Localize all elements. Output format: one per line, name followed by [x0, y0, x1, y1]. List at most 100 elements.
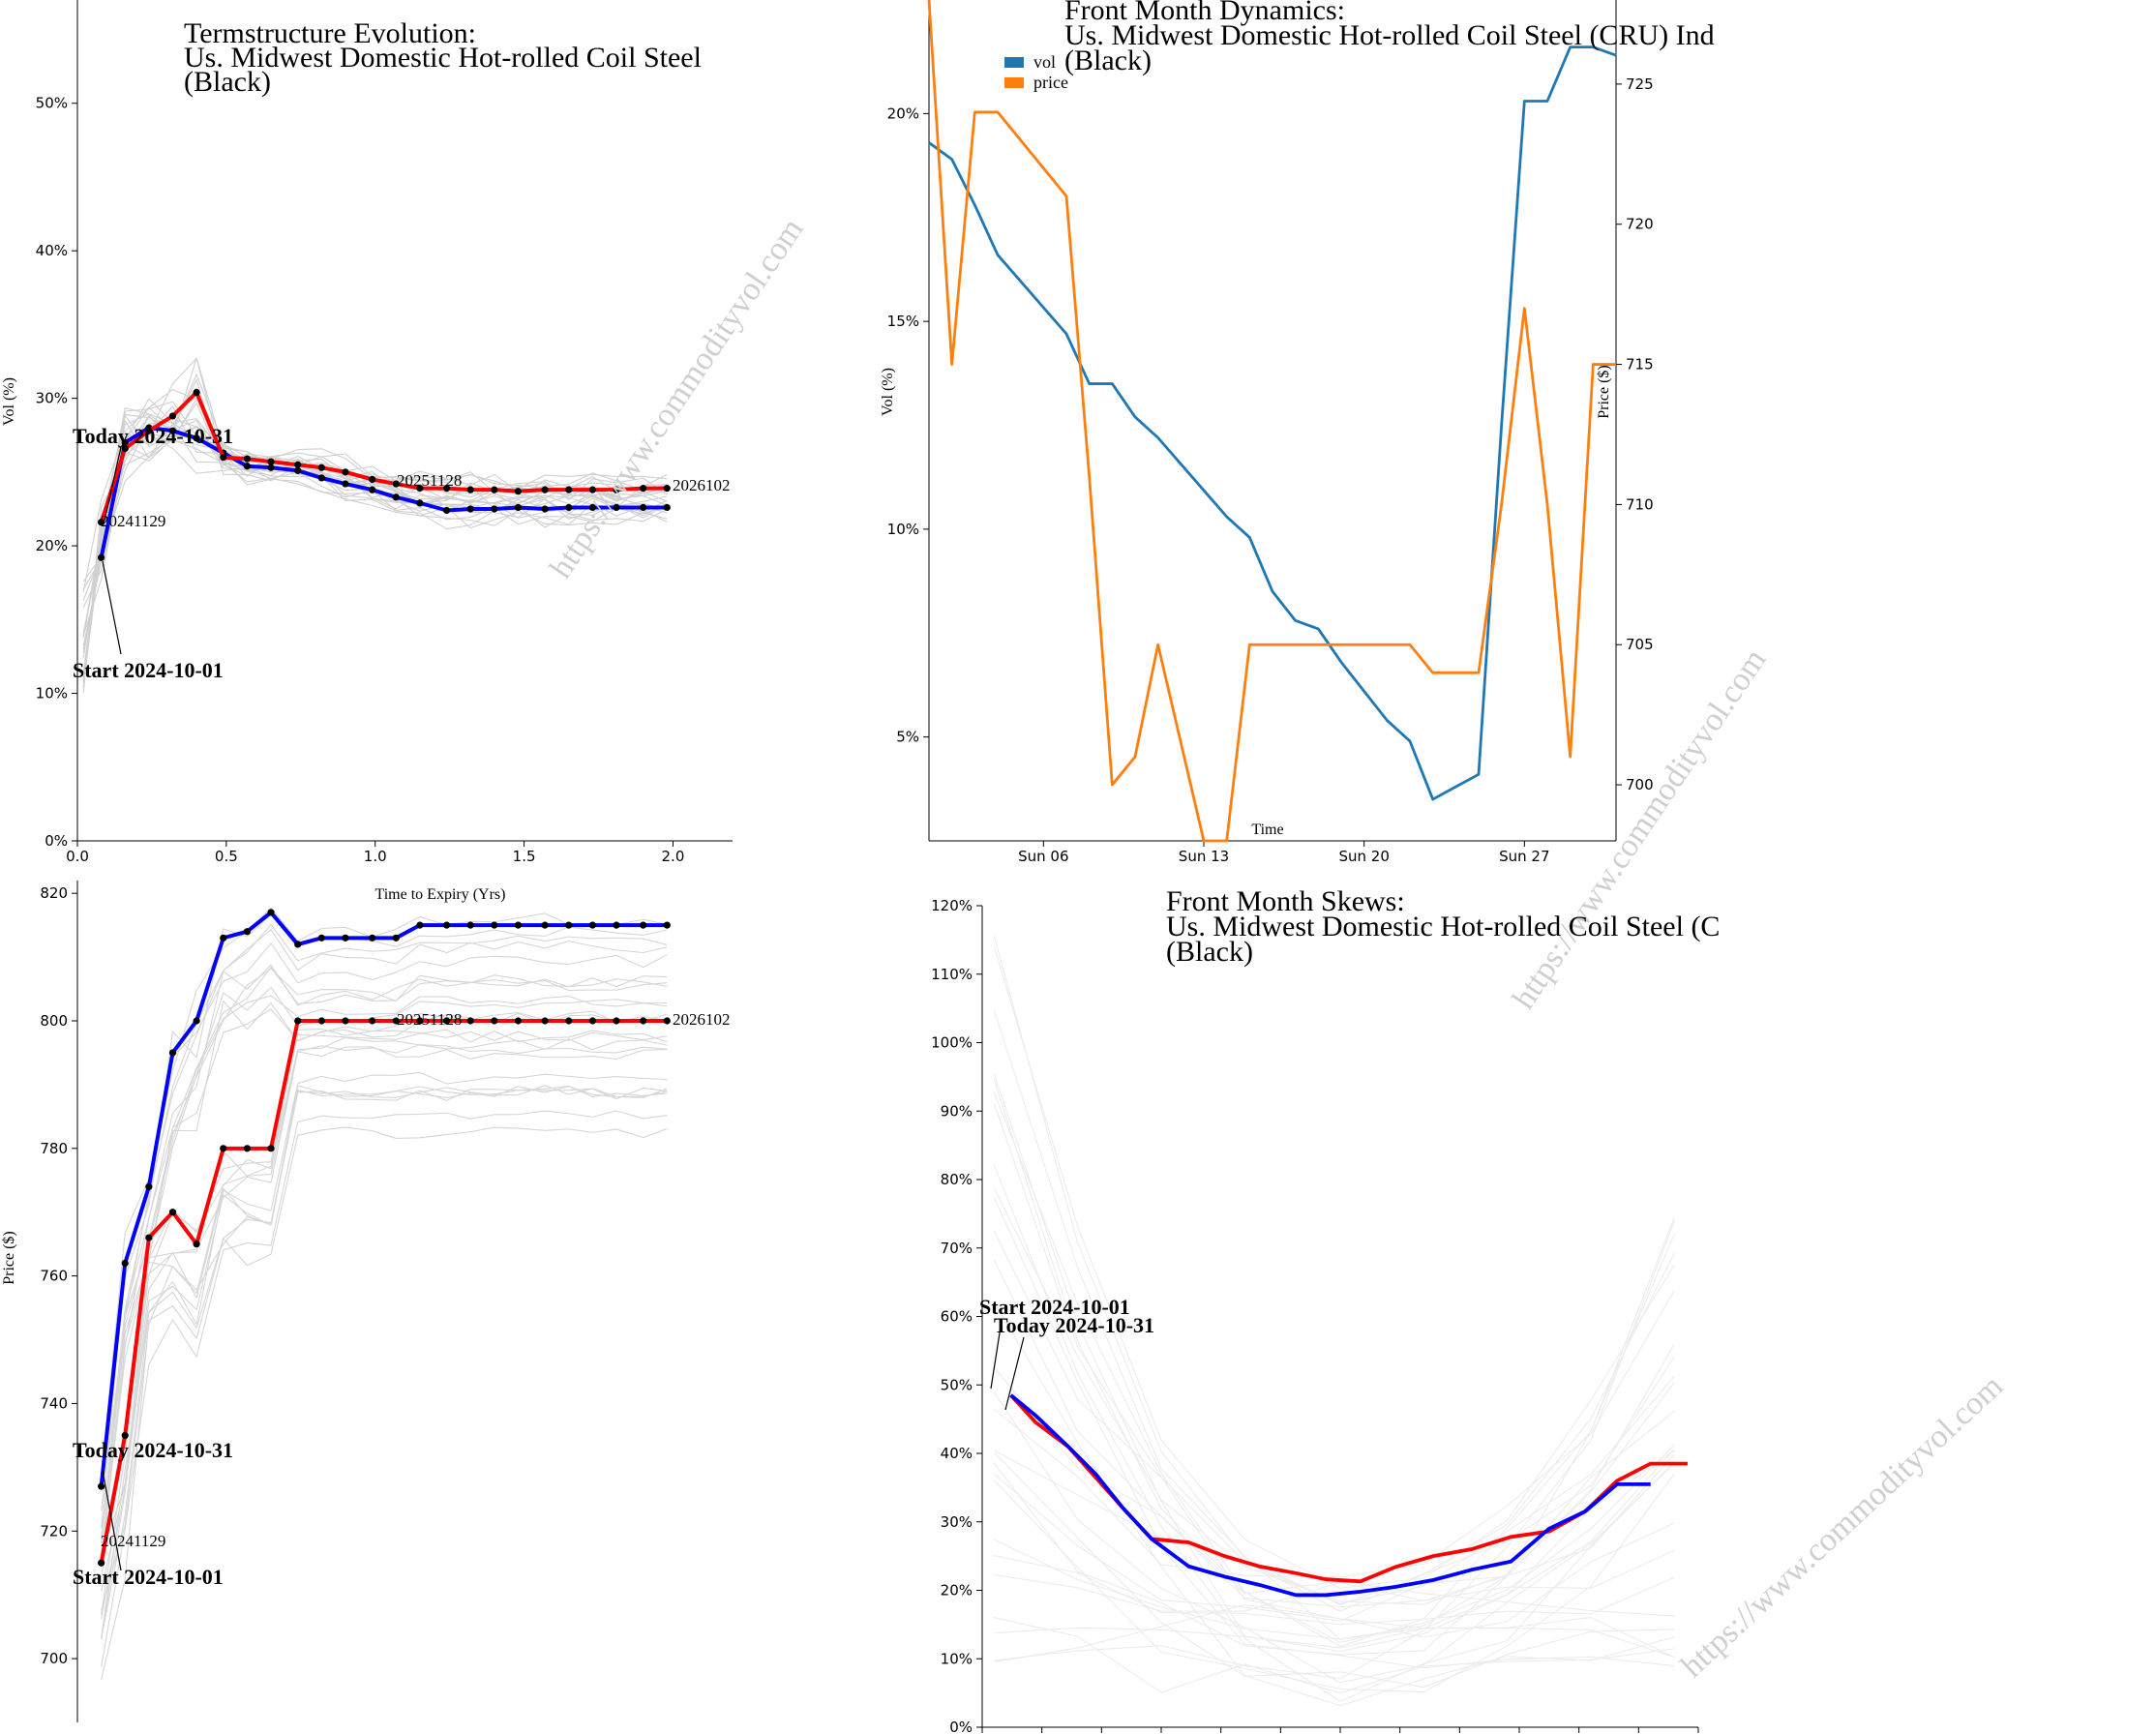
history-curve: [101, 1110, 668, 1667]
history-curve: [101, 1046, 668, 1592]
history-curve: [101, 1071, 668, 1639]
history-curve: [101, 923, 668, 1529]
x-tick-label: 1.0: [364, 848, 387, 865]
history-skew: [994, 1220, 1675, 1680]
data-point: [98, 519, 105, 526]
data-point: [613, 1017, 620, 1025]
data-point: [294, 941, 302, 948]
data-point: [565, 503, 573, 512]
data-point: [466, 505, 474, 513]
data-point: [442, 506, 451, 515]
data-point: [588, 1017, 596, 1025]
history-curves: [101, 907, 668, 1680]
history-curve: [101, 1036, 668, 1555]
y-tick-label: 740: [40, 1394, 68, 1412]
data-point: [541, 921, 549, 929]
price-term-chart: 700 720 740 760 780 800 820 Price ($) Today 20…: [1, 881, 731, 1722]
data-point: [416, 1017, 424, 1025]
y-tick-label: 70%: [941, 1240, 973, 1257]
data-point: [193, 434, 200, 442]
y-tick-label: 800: [40, 1012, 68, 1030]
today-annotation: Today 2024-10-31: [994, 1313, 1154, 1337]
y-tick-label: 725: [1626, 75, 1654, 93]
history-skew: [993, 1079, 1675, 1648]
data-point: [442, 485, 451, 493]
data-point: [243, 463, 252, 470]
data-point: [145, 1234, 153, 1241]
y-tick-label: 20%: [887, 105, 919, 122]
chart-subtitle-1: Us. Midwest Domestic Hot-rolled Coil Ste…: [1064, 19, 1715, 51]
y-ticks: 0% 10% 20% 30% 40% 50% 60% 70% 80% 90% 100% 110% 120…: [931, 897, 982, 1734]
expiry-label-first: 20241129: [101, 512, 165, 530]
start-annotation: Start 2024-10-01: [73, 658, 224, 682]
data-point: [267, 463, 275, 471]
data-point: [514, 488, 523, 495]
data-point: [392, 1017, 400, 1025]
today-annotation: Today 2024-10-31: [73, 424, 233, 448]
history-curve: [101, 1044, 668, 1615]
data-point: [369, 475, 376, 484]
y-tick-label: 820: [40, 884, 68, 902]
x-tick-label: Sun 20: [1338, 848, 1389, 865]
data-point: [613, 486, 620, 493]
history-skew: [994, 1356, 1675, 1612]
x-tick-label: Sun 27: [1499, 848, 1549, 865]
data-point: [565, 486, 573, 493]
y-tick-label: 100%: [931, 1034, 973, 1052]
y-tick-label: 10%: [36, 685, 68, 703]
y-tick-label: 710: [1626, 495, 1654, 513]
skews-chart: 0% 10% 20% 30% 40% 50% 60% 70% 80% 90% 100% 110% 120…: [931, 885, 2010, 1734]
data-point: [416, 499, 424, 507]
data-point: [294, 461, 302, 468]
history-curve: [101, 913, 668, 1487]
x-ticks: 70%75%80%85%90%95%100%105%110%115%120%12…: [981, 1727, 1699, 1733]
data-point: [491, 505, 498, 513]
y-tick-label: 780: [40, 1140, 68, 1157]
x-axis-label: Time to Expiry (Yrs): [375, 886, 506, 903]
history-curve: [82, 357, 668, 637]
x-tick-label: Sun 06: [1018, 848, 1068, 865]
history-skew: [993, 1164, 1675, 1702]
today-arrow: [104, 446, 122, 522]
chart-subtitle-1: Us. Midwest Domestic Hot-rolled Coil Ste…: [1166, 911, 1720, 942]
legend-swatch-price: [1004, 77, 1024, 88]
expiry-label-mid: 20251128: [397, 471, 462, 490]
y-tick-label: 80%: [941, 1171, 973, 1188]
data-point: [541, 505, 549, 513]
skew-series: [1009, 1393, 1688, 1598]
data-point: [416, 485, 424, 493]
data-point: [342, 468, 349, 476]
x-tick-label: Sun 13: [1179, 848, 1229, 865]
termstructure-chart: 0% 10% 20% 30% 40% 50% 0.0 0.5 1.0 1.5 2.0 Termst…: [1, 0, 811, 903]
data-point: [317, 1017, 325, 1025]
data-point: [294, 1017, 302, 1025]
data-point: [193, 1241, 200, 1248]
history-curve: [101, 1029, 668, 1552]
history-skew: [993, 1391, 1675, 1684]
data-point: [541, 1017, 549, 1025]
data-point: [267, 1145, 275, 1152]
start-arrow: [990, 1320, 1003, 1390]
data-point: [243, 1145, 252, 1152]
history-curve: [101, 995, 668, 1562]
history-skew: [993, 1010, 1675, 1659]
history-skew: [993, 1290, 1675, 1578]
history-skew: [993, 1187, 1675, 1605]
y-tick-label: 715: [1626, 356, 1654, 374]
data-point: [243, 928, 252, 936]
legend-label-price: price: [1033, 73, 1068, 92]
data-point: [640, 921, 647, 929]
chart-title: Termstructure Evolution:: [184, 17, 476, 49]
data-point: [541, 486, 549, 493]
data-point: [514, 921, 523, 929]
data-point: [466, 1017, 474, 1025]
history-skew: [993, 1231, 1675, 1604]
watermark: https://www.commodityvol.com: [1674, 1368, 2010, 1685]
history-curve: [101, 1008, 668, 1556]
y-tick-label: 120%: [931, 897, 973, 914]
data-point: [392, 480, 400, 488]
data-point: [243, 455, 252, 463]
x-axis-label: Time: [1251, 822, 1283, 838]
data-point: [514, 503, 523, 512]
y-tick-label: 60%: [941, 1308, 973, 1326]
